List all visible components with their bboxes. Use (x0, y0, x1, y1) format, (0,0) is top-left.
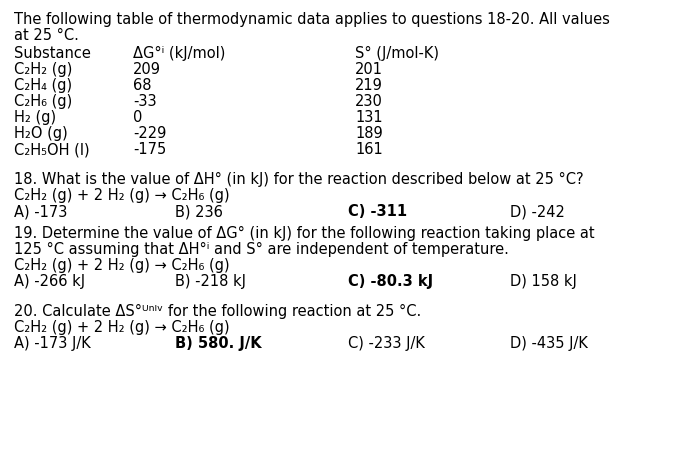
Text: -175: -175 (133, 142, 167, 157)
Text: 0: 0 (133, 110, 142, 125)
Text: C) -80.3 kJ: C) -80.3 kJ (348, 273, 433, 288)
Text: A) -173: A) -173 (14, 204, 67, 218)
Text: The following table of thermodynamic data applies to questions 18-20. All values: The following table of thermodynamic dat… (14, 12, 610, 27)
Text: 161: 161 (355, 142, 383, 157)
Text: A) -266 kJ: A) -266 kJ (14, 273, 85, 288)
Text: 19. Determine the value of ΔG° (in kJ) for the following reaction taking place a: 19. Determine the value of ΔG° (in kJ) f… (14, 226, 594, 240)
Text: B) 580. J/K: B) 580. J/K (175, 335, 262, 350)
Text: C₂H₂ (g) + 2 H₂ (g) → C₂H₆ (g): C₂H₂ (g) + 2 H₂ (g) → C₂H₆ (g) (14, 319, 230, 334)
Text: A) -173 J/K: A) -173 J/K (14, 335, 91, 350)
Text: 201: 201 (355, 62, 383, 77)
Text: D) 158 kJ: D) 158 kJ (510, 273, 577, 288)
Text: 125 °C assuming that ΔH°ⁱ and S° are independent of temperature.: 125 °C assuming that ΔH°ⁱ and S° are ind… (14, 241, 509, 257)
Text: B) -218 kJ: B) -218 kJ (175, 273, 246, 288)
Text: H₂ (g): H₂ (g) (14, 110, 56, 125)
Text: -229: -229 (133, 126, 167, 141)
Text: C) -233 J/K: C) -233 J/K (348, 335, 425, 350)
Text: 230: 230 (355, 94, 383, 109)
Text: at 25 °C.: at 25 °C. (14, 28, 79, 43)
Text: H₂O (g): H₂O (g) (14, 126, 68, 141)
Text: 219: 219 (355, 78, 383, 93)
Text: C₂H₂ (g): C₂H₂ (g) (14, 62, 72, 77)
Text: C₂H₂ (g) + 2 H₂ (g) → C₂H₆ (g): C₂H₂ (g) + 2 H₂ (g) → C₂H₆ (g) (14, 188, 230, 203)
Text: 189: 189 (355, 126, 383, 141)
Text: Substance: Substance (14, 46, 91, 61)
Text: 131: 131 (355, 110, 383, 125)
Text: 209: 209 (133, 62, 161, 77)
Text: D) -242: D) -242 (510, 204, 565, 218)
Text: C) -311: C) -311 (348, 204, 407, 218)
Text: 68: 68 (133, 78, 151, 93)
Text: D) -435 J/K: D) -435 J/K (510, 335, 588, 350)
Text: B) 236: B) 236 (175, 204, 223, 218)
Text: C₂H₂ (g) + 2 H₂ (g) → C₂H₆ (g): C₂H₂ (g) + 2 H₂ (g) → C₂H₆ (g) (14, 258, 230, 272)
Text: -33: -33 (133, 94, 157, 109)
Text: 18. What is the value of ΔH° (in kJ) for the reaction described below at 25 °C?: 18. What is the value of ΔH° (in kJ) for… (14, 172, 584, 187)
Text: C₂H₆ (g): C₂H₆ (g) (14, 94, 72, 109)
Text: ΔG°ⁱ (kJ/mol): ΔG°ⁱ (kJ/mol) (133, 46, 225, 61)
Text: S° (J/mol-K): S° (J/mol-K) (355, 46, 439, 61)
Text: C₂H₄ (g): C₂H₄ (g) (14, 78, 72, 93)
Text: 20. Calculate ΔS°ᵁⁿᴵᵛ for the following reaction at 25 °C.: 20. Calculate ΔS°ᵁⁿᴵᵛ for the following … (14, 303, 421, 318)
Text: C₂H₅OH (l): C₂H₅OH (l) (14, 142, 90, 157)
